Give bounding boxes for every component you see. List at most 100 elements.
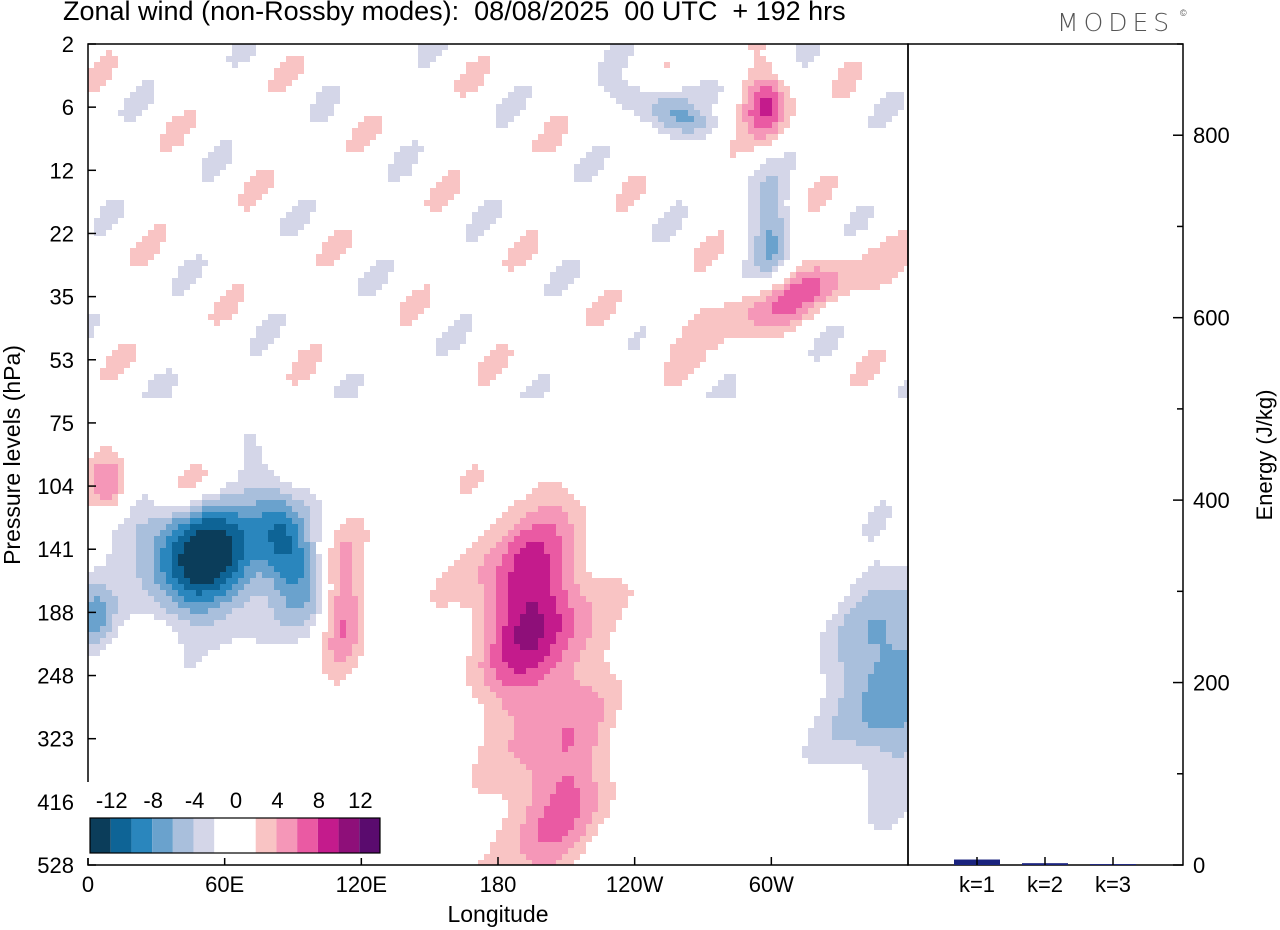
- heat-cell: [316, 500, 322, 506]
- heat-cell: [736, 122, 742, 128]
- heat-cell: [196, 530, 202, 536]
- heat-cell: [346, 542, 352, 548]
- heat-cell: [406, 320, 412, 326]
- heat-cell: [838, 728, 844, 734]
- heat-cell: [328, 242, 334, 248]
- heat-cell: [94, 566, 100, 572]
- heat-cell: [142, 392, 148, 398]
- heat-cell: [682, 134, 688, 140]
- heat-cell: [538, 536, 544, 542]
- heat-cell: [868, 746, 874, 752]
- heat-cell: [508, 632, 514, 638]
- heat-cell: [784, 308, 790, 314]
- heat-cell: [586, 806, 592, 812]
- heat-cell: [544, 680, 550, 686]
- heat-cell: [232, 578, 238, 584]
- heat-cell: [532, 536, 538, 542]
- heat-cell: [310, 602, 316, 608]
- heat-cell: [550, 716, 556, 722]
- heat-cell: [562, 566, 568, 572]
- heat-cell: [880, 812, 886, 818]
- heat-cell: [874, 788, 880, 794]
- heat-cell: [568, 668, 574, 674]
- heat-cell: [892, 590, 898, 596]
- heat-cell: [520, 854, 526, 860]
- heat-cell: [826, 296, 832, 302]
- heat-cell: [220, 506, 226, 512]
- heat-cell: [742, 110, 748, 116]
- heat-cell: [220, 584, 226, 590]
- heat-cell: [340, 236, 346, 242]
- heat-cell: [124, 560, 130, 566]
- heat-cell: [862, 686, 868, 692]
- heat-cell: [502, 680, 508, 686]
- heat-cell: [136, 536, 142, 542]
- heat-cell: [478, 776, 484, 782]
- heat-cell: [256, 632, 262, 638]
- heat-cell: [148, 86, 154, 92]
- heat-cell: [292, 56, 298, 62]
- heat-cell: [892, 626, 898, 632]
- heat-cell: [568, 536, 574, 542]
- chart-title: Zonal wind (non-Rossby modes): 08/08/202…: [63, 0, 846, 26]
- heat-cell: [514, 620, 520, 626]
- heat-cell: [88, 494, 94, 500]
- heat-cell: [520, 554, 526, 560]
- heat-cell: [100, 572, 106, 578]
- heat-cell: [628, 86, 634, 92]
- heat-cell: [568, 596, 574, 602]
- heat-cell: [826, 662, 832, 668]
- heat-cell: [118, 368, 124, 374]
- heat-cell: [598, 680, 604, 686]
- heat-cell: [454, 86, 460, 92]
- heat-cell: [592, 680, 598, 686]
- heat-cell: [100, 602, 106, 608]
- heat-cell: [568, 806, 574, 812]
- heat-cell: [598, 68, 604, 74]
- heat-cell: [106, 68, 112, 74]
- heat-cell: [526, 548, 532, 554]
- heat-cell: [874, 644, 880, 650]
- heat-cell: [892, 266, 898, 272]
- heat-cell: [220, 494, 226, 500]
- heat-cell: [688, 134, 694, 140]
- heat-cell: [766, 224, 772, 230]
- heat-cell: [520, 518, 526, 524]
- heat-cell: [874, 566, 880, 572]
- heat-cell: [352, 146, 358, 152]
- heat-cell: [592, 692, 598, 698]
- heat-cell: [772, 248, 778, 254]
- heat-cell: [532, 530, 538, 536]
- heat-cell: [118, 536, 124, 542]
- heat-cell: [904, 650, 908, 656]
- heat-cell: [556, 116, 562, 122]
- heat-cell: [604, 752, 610, 758]
- heat-cell: [844, 698, 850, 704]
- heat-cell: [604, 710, 610, 716]
- heat-cell: [880, 716, 886, 722]
- heat-cell: [334, 542, 340, 548]
- heat-cell: [442, 596, 448, 602]
- heat-cell: [400, 158, 406, 164]
- heat-cell: [664, 380, 670, 386]
- heat-cell: [322, 668, 328, 674]
- heat-cell: [484, 356, 490, 362]
- heat-cell: [274, 578, 280, 584]
- heat-cell: [94, 230, 100, 236]
- heat-cell: [520, 758, 526, 764]
- heat-cell: [826, 674, 832, 680]
- heat-cell: [352, 662, 358, 668]
- heat-cell: [772, 308, 778, 314]
- heat-cell: [196, 524, 202, 530]
- heat-cell: [436, 200, 442, 206]
- heat-cell: [616, 698, 622, 704]
- heat-cell: [508, 680, 514, 686]
- heat-cell: [850, 746, 856, 752]
- heat-cell: [856, 692, 862, 698]
- heat-cell: [220, 500, 226, 506]
- heat-cell: [310, 530, 316, 536]
- heat-cell: [520, 92, 526, 98]
- heat-cell: [208, 638, 214, 644]
- heat-cell: [658, 92, 664, 98]
